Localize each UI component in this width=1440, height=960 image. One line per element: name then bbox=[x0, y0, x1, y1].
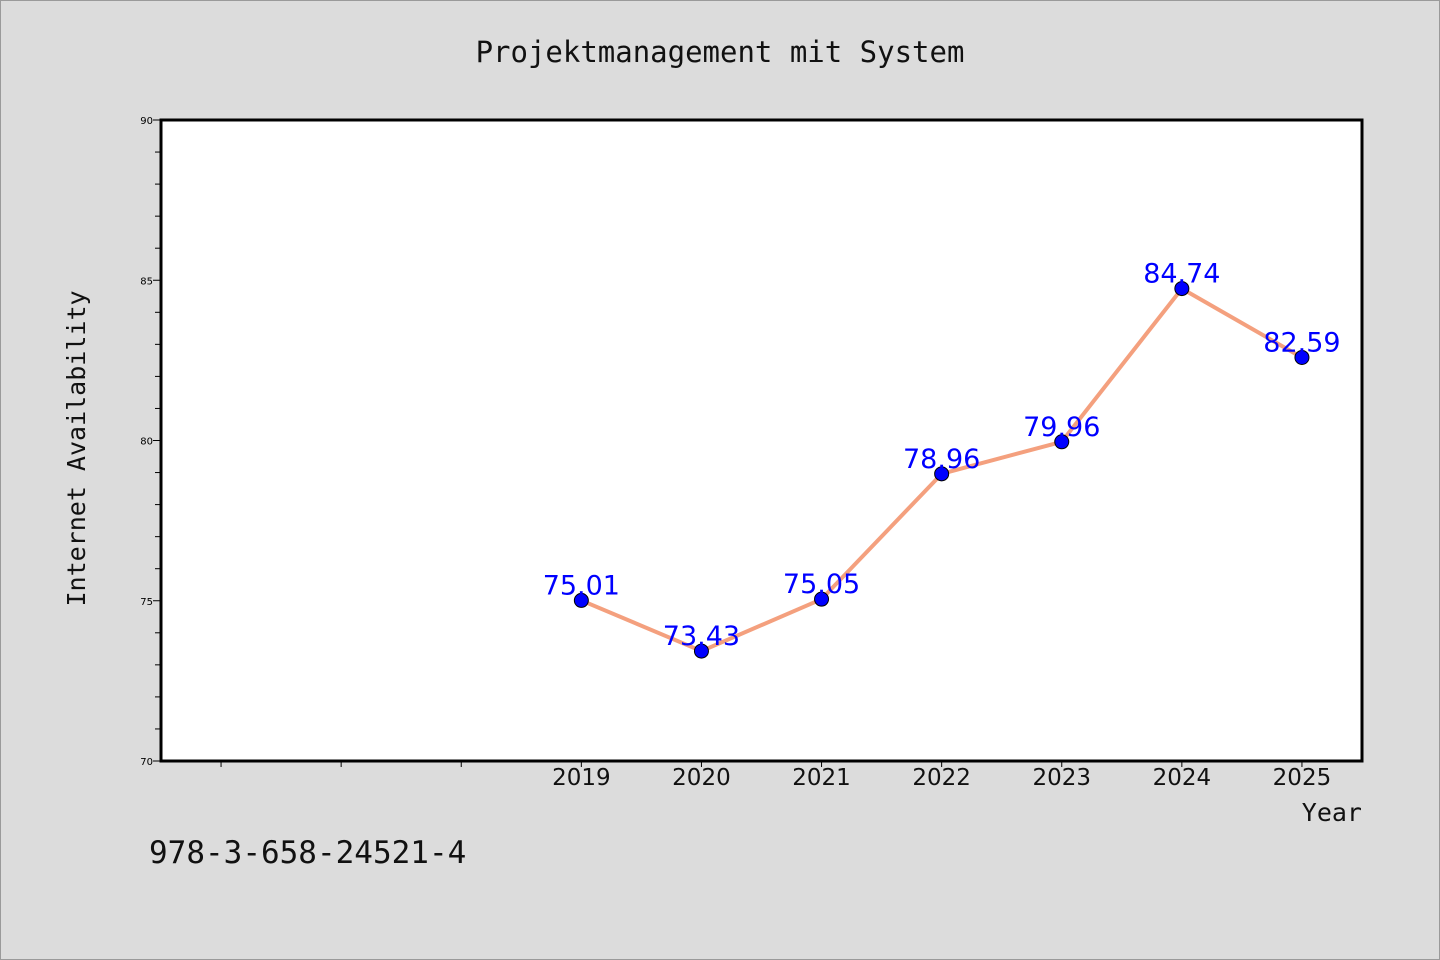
data-label: 79.96 bbox=[1023, 412, 1100, 443]
data-label: 75.05 bbox=[783, 569, 860, 600]
data-point bbox=[1054, 434, 1070, 450]
y-tick-label: 90 bbox=[140, 116, 153, 127]
data-point bbox=[1294, 349, 1310, 365]
x-tick-label: 2025 bbox=[1273, 765, 1332, 791]
data-point bbox=[934, 466, 950, 482]
x-tick-label: 2022 bbox=[912, 765, 971, 791]
isbn-text: 978-3-658-24521-4 bbox=[149, 835, 467, 871]
chart-title: Projektmanagement mit System bbox=[475, 35, 965, 69]
x-tick-label: 2021 bbox=[792, 765, 851, 791]
y-axis-label: Internet Availability bbox=[62, 290, 91, 606]
y-tick-label: 75 bbox=[140, 597, 153, 608]
y-tick-label: 85 bbox=[140, 276, 153, 287]
data-point bbox=[1174, 281, 1190, 297]
data-label: 78.96 bbox=[903, 444, 980, 475]
x-tick-label: 2024 bbox=[1153, 765, 1212, 791]
data-label: 73.43 bbox=[663, 621, 740, 652]
data-label: 82.59 bbox=[1263, 327, 1340, 358]
data-point bbox=[814, 591, 830, 607]
plot-frame bbox=[159, 118, 1364, 763]
x-tick-label: 2020 bbox=[672, 765, 731, 791]
x-tick-label: 2019 bbox=[552, 765, 611, 791]
y-tick-label: 70 bbox=[140, 757, 153, 768]
x-tick-label: 2023 bbox=[1032, 765, 1091, 791]
data-label: 75.01 bbox=[543, 570, 620, 601]
data-label: 84.74 bbox=[1143, 259, 1220, 290]
data-point bbox=[573, 592, 589, 608]
y-tick-label: 80 bbox=[140, 437, 153, 448]
data-point bbox=[693, 643, 709, 659]
plot-area bbox=[161, 120, 1362, 761]
x-axis-label: Year bbox=[1302, 798, 1362, 827]
